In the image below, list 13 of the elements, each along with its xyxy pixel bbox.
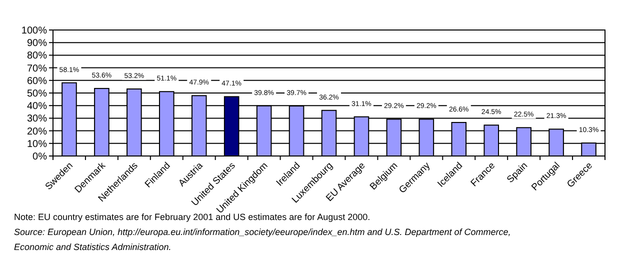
text: Note: EU country estimates are for February 2001 and US estimates are for August 2000. bbox=[14, 212, 370, 222]
y-tick-label: 90% bbox=[26, 38, 48, 50]
y-tick-label: 80% bbox=[26, 50, 48, 62]
y-tick-label: 20% bbox=[26, 126, 48, 138]
y-tick-label: 60% bbox=[26, 76, 48, 87]
y-tick-label: 0% bbox=[32, 152, 48, 162]
y-tick-label: 40% bbox=[26, 101, 48, 112]
y-tick-label: 50% bbox=[26, 88, 48, 100]
y-tick-label: 100% bbox=[21, 26, 48, 36]
y-tick-label: 30% bbox=[26, 114, 48, 125]
y-tick-label: 10% bbox=[26, 138, 48, 150]
source-note: Source: European Union, http://europa.eu.int/information_society/eeurope/index_en.htm and U.S. Department of Commerce, Economic and Statistics Administration. bbox=[14, 227, 511, 252]
y-tick-label: 70% bbox=[26, 63, 48, 74]
